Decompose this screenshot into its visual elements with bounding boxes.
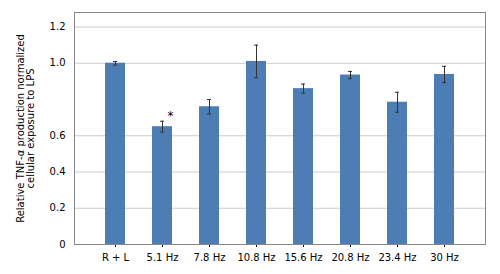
svg-text:0.4: 0.4 <box>50 166 66 177</box>
svg-text:15.6 Hz: 15.6 Hz <box>284 252 322 263</box>
svg-text:0.6: 0.6 <box>50 130 66 141</box>
svg-text:10.8 Hz: 10.8 Hz <box>237 252 275 263</box>
svg-text:*: * <box>168 109 174 123</box>
svg-text:1.0: 1.0 <box>50 57 66 68</box>
svg-text:0.2: 0.2 <box>50 202 66 213</box>
svg-text:20.8 Hz: 20.8 Hz <box>331 252 369 263</box>
svg-text:1.2: 1.2 <box>50 21 66 32</box>
svg-text:30 Hz: 30 Hz <box>430 252 459 263</box>
svg-text:23.4 Hz: 23.4 Hz <box>378 252 416 263</box>
svg-text:R + L: R + L <box>102 252 130 263</box>
svg-text:5.1 Hz: 5.1 Hz <box>147 252 179 263</box>
svg-text:7.8 Hz: 7.8 Hz <box>194 252 226 263</box>
svg-text:Relative TNF-α production norm: Relative TNF-α production normalizedcell… <box>15 34 36 223</box>
svg-text:0: 0 <box>59 239 65 250</box>
